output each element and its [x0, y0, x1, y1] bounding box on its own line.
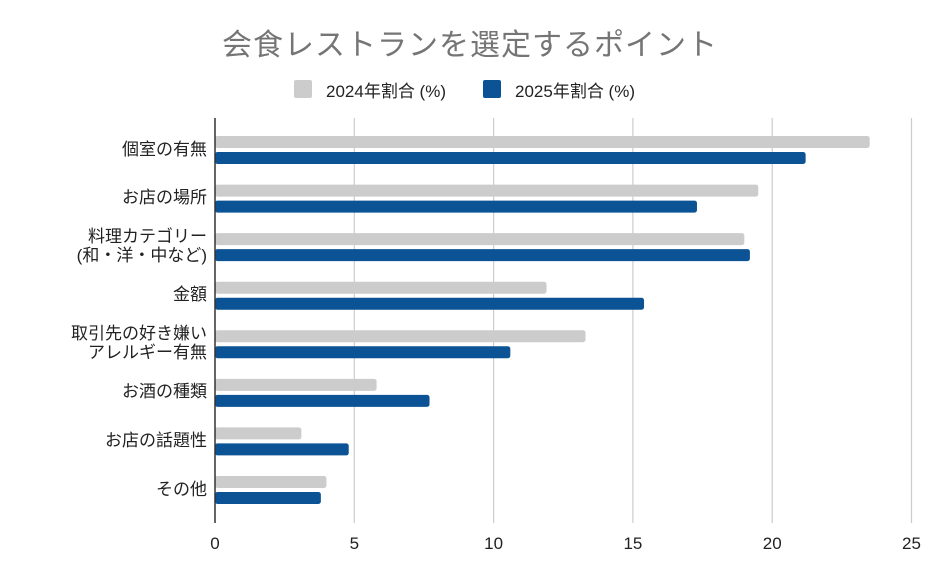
category-label: 個室の有無	[122, 139, 207, 159]
legend: 2024年割合 (%) 2025年割合 (%)	[0, 78, 940, 101]
bar-2025[interactable]	[215, 200, 697, 213]
bar-2024[interactable]	[215, 184, 759, 197]
bar-2025[interactable]	[215, 152, 806, 164]
bar-2024[interactable]	[215, 378, 377, 391]
x-tick-label: 5	[350, 534, 359, 553]
bar-2024[interactable]	[215, 476, 327, 488]
category-label: その他	[156, 479, 207, 499]
category-label: 取引先の好き嫌い アレルギー有無	[71, 324, 207, 363]
legend-label-2025: 2025年割合 (%)	[515, 81, 635, 101]
category-label: 金額	[173, 285, 207, 305]
x-tick-label: 10	[484, 534, 503, 553]
x-tick-label: 0	[210, 534, 219, 553]
legend-swatch-2025	[483, 80, 501, 98]
category-label: 料理カテゴリー (和・洋・中など)	[76, 227, 207, 266]
bar-2025[interactable]	[215, 492, 321, 504]
bar-2024[interactable]	[215, 330, 586, 343]
bar-2025[interactable]	[215, 443, 349, 456]
bar-2024[interactable]	[215, 281, 547, 294]
x-tick-label: 15	[623, 534, 642, 553]
bar-2025[interactable]	[215, 346, 511, 359]
bar-2024[interactable]	[215, 136, 870, 148]
category-label: お酒の種類	[122, 382, 207, 402]
legend-item-2025[interactable]: 2025年割合 (%)	[483, 78, 635, 101]
category-label: お店の話題性	[105, 430, 207, 450]
x-tick-label: 25	[902, 534, 921, 553]
legend-swatch-2024	[294, 80, 312, 98]
bar-2024[interactable]	[215, 233, 745, 246]
bar-2025[interactable]	[215, 249, 750, 262]
bar-2024[interactable]	[215, 427, 302, 440]
chart-title: 会食レストランを選定するポイント	[222, 29, 718, 62]
bar-2025[interactable]	[215, 394, 430, 407]
category-label: お店の場所	[122, 188, 207, 208]
legend-label-2024: 2024年割合 (%)	[326, 81, 446, 101]
x-tick-label: 20	[763, 534, 782, 553]
bar-2025[interactable]	[215, 297, 645, 310]
legend-item-2024[interactable]: 2024年割合 (%)	[294, 78, 446, 101]
